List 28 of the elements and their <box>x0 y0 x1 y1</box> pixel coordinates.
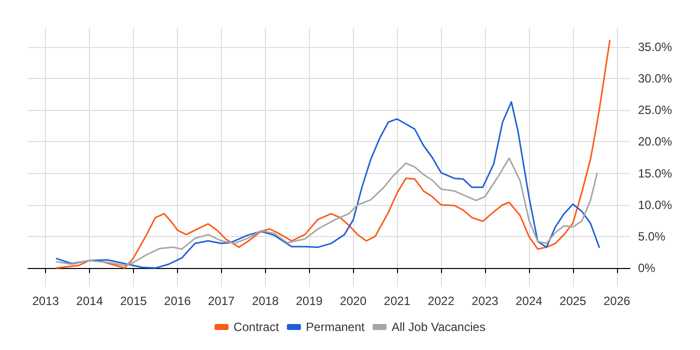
x-tick-label: 2017 <box>208 294 236 308</box>
y-tick-label: 25.0% <box>638 103 672 118</box>
y-tick-label: 35.0% <box>638 40 672 54</box>
x-tick-label: 2013 <box>32 294 60 308</box>
x-tick-label: 2026 <box>603 294 630 308</box>
x-tick-label: 2025 <box>560 294 587 308</box>
x-tick-label: 2023 <box>472 294 499 308</box>
y-tick-label: 10.0% <box>638 198 672 212</box>
x-tick-label: 2018 <box>252 294 279 308</box>
x-tick-label: 2021 <box>384 294 411 308</box>
legend-label: Contract <box>234 320 280 334</box>
line-series <box>56 157 598 266</box>
x-tick-label: 2015 <box>120 294 148 308</box>
y-tick-label: 0% <box>638 261 656 276</box>
y-tick-label: 15.0% <box>638 166 672 180</box>
x-tick-label: 2020 <box>340 294 367 308</box>
x-tick-label: 2014 <box>76 294 104 308</box>
legend-label: All Job Vacancies <box>392 320 486 334</box>
x-tick-label: 2024 <box>516 294 543 308</box>
legend-label: Permanent <box>306 320 366 334</box>
y-tick-label: 5.0% <box>638 229 666 244</box>
line-series <box>56 101 600 269</box>
x-tick-label: 2019 <box>296 294 323 308</box>
x-tick-label: 2022 <box>428 294 455 308</box>
line-series <box>56 40 611 269</box>
x-tick-label: 2016 <box>164 294 192 308</box>
y-tick-label: 20.0% <box>638 134 672 149</box>
y-tick-label: 30.0% <box>638 72 672 86</box>
